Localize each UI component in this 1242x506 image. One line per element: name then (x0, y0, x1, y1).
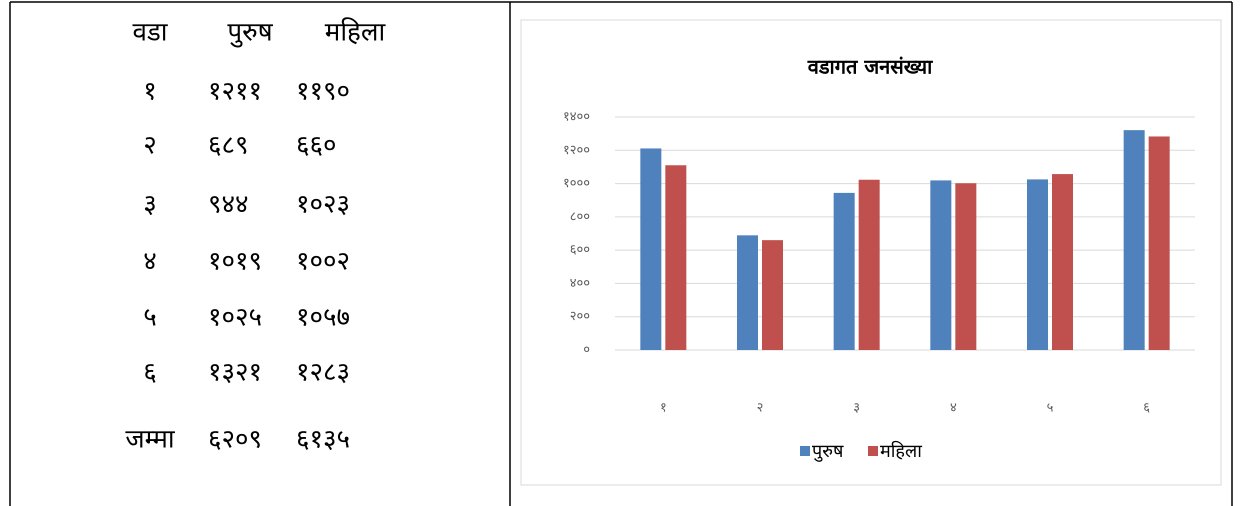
table-cell: १००२ (296, 247, 350, 277)
table-cell: ९४४ (208, 190, 249, 220)
table-cell: १०२३ (296, 190, 350, 220)
table-cell: ४ (143, 247, 157, 277)
bar (1123, 130, 1145, 350)
table-header: महिला (325, 17, 387, 48)
y-tick-label: १४०० (563, 110, 590, 125)
x-tick-label: ३ (853, 401, 860, 416)
table-cell: ६ (143, 358, 157, 388)
table-cell: २ (143, 131, 157, 161)
x-tick-label: ४ (950, 401, 957, 416)
table-cell: ६८९ (208, 131, 249, 161)
legend-swatch (868, 446, 878, 456)
legend-label: महिला (880, 440, 922, 462)
legend-swatch (800, 446, 810, 456)
bar (640, 148, 662, 350)
bar (833, 192, 855, 350)
x-tick-label: २ (757, 401, 764, 416)
table-cell: ६२०९ (208, 425, 262, 455)
bar (955, 183, 977, 350)
table-cell: ६१३५ (296, 425, 350, 455)
bar (1027, 179, 1048, 350)
legend-label: पुरुष (812, 441, 844, 462)
table-cell: ११९० (296, 77, 350, 107)
table-cell: ६६० (296, 131, 337, 161)
table-cell: ५ (143, 303, 157, 333)
y-tick-label: ८०० (570, 209, 590, 224)
y-tick-label: ४०० (570, 276, 590, 291)
table-cell: १०२५ (208, 303, 262, 333)
x-tick-label: ६ (1143, 401, 1150, 416)
table-header: वडा (132, 18, 168, 48)
table-cell: १२८३ (296, 358, 350, 388)
x-tick-label: १ (660, 401, 667, 416)
y-tick-label: १२०० (563, 143, 590, 158)
bar (1148, 136, 1170, 350)
bar (737, 235, 758, 350)
bar (930, 180, 952, 350)
bar (1052, 174, 1073, 350)
x-tick-label: ५ (1047, 401, 1054, 416)
bar (762, 240, 783, 350)
y-tick-label: २०० (570, 309, 590, 324)
table-cell: १०५७ (296, 303, 350, 333)
bar (665, 165, 687, 350)
bar (858, 179, 880, 350)
table-cell: १३२१ (208, 358, 262, 388)
table-header: पुरुष (227, 18, 273, 48)
y-tick-label: १००० (563, 176, 590, 191)
table-cell: १०१९ (208, 247, 262, 277)
table-cell: १ (143, 77, 157, 107)
y-tick-label: ६०० (570, 243, 590, 258)
chart-title: वडागत जनसंख्या (807, 55, 933, 79)
table-cell: जम्मा (125, 425, 176, 455)
y-tick-label: ० (583, 343, 590, 358)
table-cell: ३ (143, 190, 157, 220)
table-cell: १२११ (208, 77, 262, 107)
